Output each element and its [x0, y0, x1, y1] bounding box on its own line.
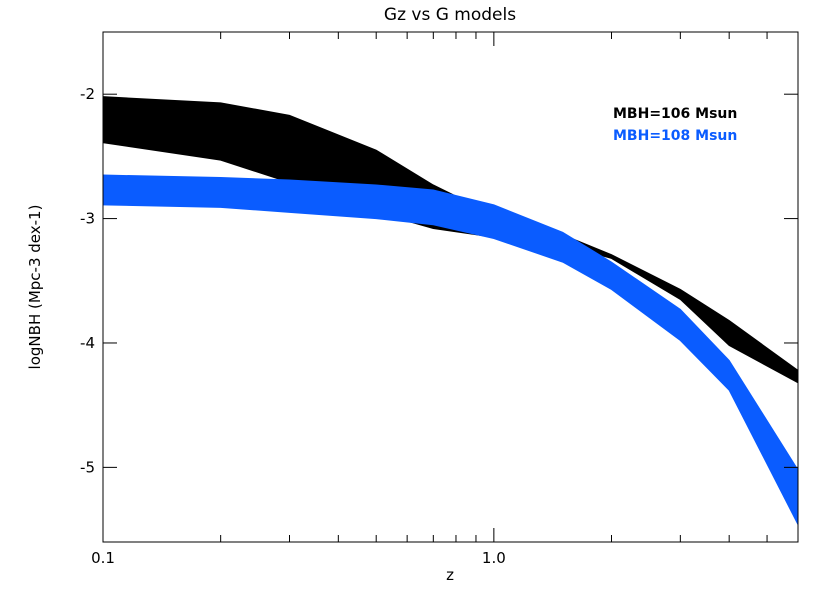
y-tick-label: -5: [80, 458, 95, 476]
y-axis-label: logNBH (Mpc-3 dex-1): [26, 205, 44, 370]
x-axis-label: z: [446, 566, 454, 584]
y-tick-label: -3: [80, 210, 95, 228]
plot-frame: [102, 31, 799, 543]
x-tick-label: 1.0: [482, 549, 506, 567]
legend-entry: MBH=106 Msun: [613, 106, 737, 122]
x-tick-label: 0.1: [91, 549, 115, 567]
y-tick-label: -2: [80, 85, 95, 103]
legend-entry: MBH=108 Msun: [613, 128, 737, 144]
band: [102, 174, 799, 525]
chart-title: Gz vs G models: [384, 5, 516, 25]
y-tick-label: -4: [80, 334, 95, 352]
